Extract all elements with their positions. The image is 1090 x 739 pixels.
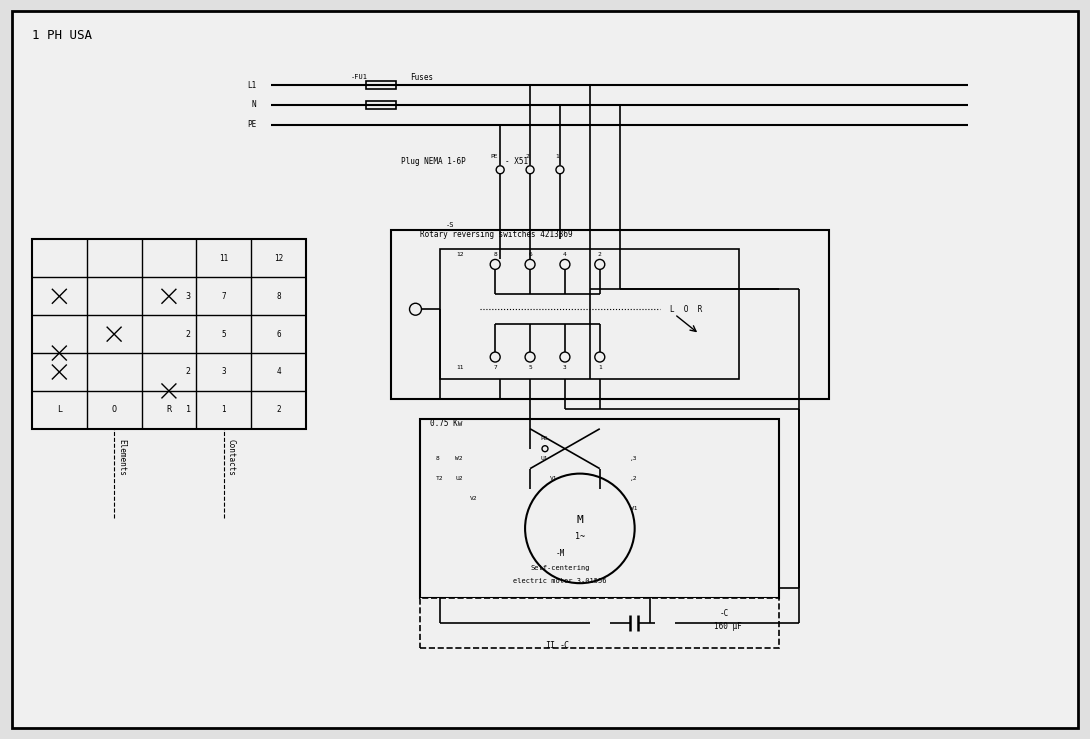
Text: electric motor 3-01556: electric motor 3-01556 [513,578,607,585]
Text: 8: 8 [435,456,439,461]
Circle shape [542,446,548,452]
Text: 11: 11 [457,364,464,370]
Text: ,2: ,2 [630,476,638,481]
Text: 3: 3 [221,367,226,376]
Text: 11: 11 [219,254,228,263]
Text: M: M [577,515,583,525]
Circle shape [556,166,564,174]
Text: -FU1: -FU1 [351,74,367,80]
Circle shape [525,259,535,270]
Text: 5: 5 [221,330,226,338]
Text: 1 PH USA: 1 PH USA [32,29,92,42]
Text: Self-centering: Self-centering [530,565,590,571]
Circle shape [526,166,534,174]
Text: U2: U2 [456,476,463,481]
Text: - X51: - X51 [505,157,529,166]
Text: 4: 4 [276,367,281,376]
Text: L  O  R: L O R [669,304,702,314]
Text: O: O [111,406,117,415]
Text: 1~: 1~ [574,532,585,541]
Circle shape [525,352,535,362]
Text: 7: 7 [494,364,497,370]
Text: V2: V2 [470,496,477,501]
Text: W2: W2 [456,456,463,461]
Text: 3: 3 [185,292,191,301]
Text: 2: 2 [525,154,529,160]
Text: 2: 2 [276,406,281,415]
Circle shape [490,259,500,270]
Circle shape [410,303,422,316]
Circle shape [560,259,570,270]
Bar [390,230,828,399]
Bar [365,81,396,89]
Text: 12: 12 [457,252,464,257]
Text: PE: PE [490,154,498,160]
Circle shape [560,352,570,362]
Text: 160 μF: 160 μF [714,621,742,630]
Text: 5: 5 [529,364,532,370]
Text: ,3: ,3 [630,456,638,461]
Bar [365,101,396,109]
Text: -C: -C [719,609,728,618]
Text: 1: 1 [598,364,602,370]
Text: 8: 8 [276,292,281,301]
Circle shape [490,352,500,362]
Text: PE: PE [246,120,256,129]
Text: U1: U1 [540,456,547,461]
Text: 2: 2 [185,330,191,338]
Text: L: L [57,406,62,415]
Text: 12: 12 [274,254,283,263]
Text: Contacts: Contacts [227,439,235,476]
Text: T2: T2 [435,476,443,481]
Bar [32,239,306,429]
Text: Fuses: Fuses [411,72,434,81]
Text: -S: -S [446,222,453,228]
Text: 1: 1 [185,406,191,415]
Text: 1: 1 [221,406,226,415]
Circle shape [496,166,505,174]
Text: 6: 6 [529,252,532,257]
Bar [440,250,739,379]
Text: N: N [252,101,256,109]
Text: 2: 2 [185,367,191,376]
Text: Elements: Elements [117,439,126,476]
Text: 7: 7 [221,292,226,301]
Bar [421,419,779,598]
Text: L1: L1 [246,81,256,89]
Text: -C: -C [560,641,570,650]
Circle shape [525,474,634,583]
Text: V1: V1 [550,476,557,481]
Text: -M: -M [555,549,565,558]
Text: Rotary reversing switches 4213369: Rotary reversing switches 4213369 [421,230,573,239]
Text: 0.75 Kw: 0.75 Kw [431,419,463,429]
Text: 3: 3 [564,364,567,370]
Text: W1: W1 [630,506,638,511]
Text: 4: 4 [564,252,567,257]
Text: 2: 2 [598,252,602,257]
Text: II: II [545,641,555,650]
Text: Plug NEMA 1-6P: Plug NEMA 1-6P [400,157,465,166]
Text: PE: PE [540,436,547,441]
Circle shape [595,259,605,270]
Text: 6: 6 [276,330,281,338]
Text: 1: 1 [555,154,559,160]
Text: R: R [167,406,171,415]
Circle shape [595,352,605,362]
Text: 8: 8 [494,252,497,257]
Bar [421,598,779,648]
